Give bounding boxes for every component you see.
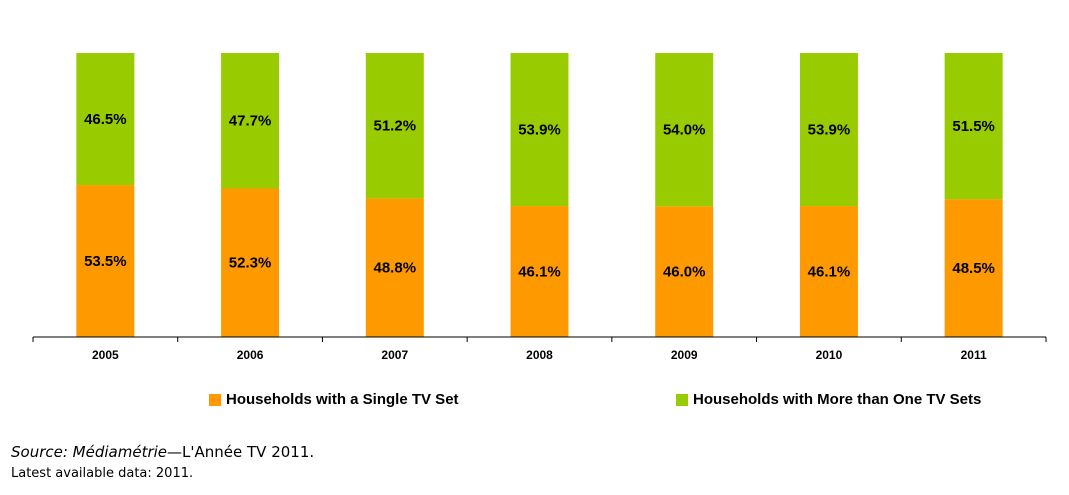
data-label-single-2006: 52.3% bbox=[229, 255, 272, 272]
data-label-single-2010: 46.1% bbox=[808, 264, 851, 281]
data-label-multiple-2010: 53.9% bbox=[808, 122, 851, 139]
data-label-single-2009: 46.0% bbox=[663, 264, 706, 281]
bar-single-2010 bbox=[799, 206, 858, 337]
chart: 53.5% 46.5% 52.3% 47.7% 48.8% 51.2% 46.1% 53.9%… bbox=[32, 53, 1047, 362]
ticks-layer: 2005 2006 2007 2008 2009 2010 2011 bbox=[32, 337, 1047, 362]
bars-layer: 53.5% 46.5% 52.3% 47.7% 48.8% 51.2% 46.1% 53.9%… bbox=[76, 53, 1003, 337]
x-tick-label-2005: 2005 bbox=[92, 348, 119, 362]
x-tick-label-2009: 2009 bbox=[671, 348, 698, 362]
source-line: Source: Médiamétrie—L'Année TV 2011. bbox=[11, 443, 314, 461]
bar-single-2008 bbox=[510, 206, 569, 337]
data-label-multiple-2008: 53.9% bbox=[518, 122, 561, 139]
bar-single-2009 bbox=[655, 206, 714, 337]
bar-single-2007 bbox=[365, 198, 424, 337]
bar-multiple-2006 bbox=[221, 53, 280, 189]
bar-single-2011 bbox=[944, 199, 1003, 337]
x-tick-label-2006: 2006 bbox=[237, 348, 264, 362]
bar-single-2006 bbox=[221, 188, 280, 337]
bar-multiple-2008 bbox=[510, 53, 569, 207]
data-label-multiple-2009: 54.0% bbox=[663, 122, 706, 139]
legend-label-single: Households with a Single TV Set bbox=[226, 391, 459, 408]
data-note: Latest available data: 2011. bbox=[11, 466, 194, 481]
x-tick-label-2007: 2007 bbox=[381, 348, 408, 362]
bar-multiple-2005 bbox=[76, 53, 135, 186]
bar-multiple-2007 bbox=[365, 53, 424, 199]
data-label-single-2007: 48.8% bbox=[374, 260, 417, 277]
bar-multiple-2009 bbox=[655, 53, 714, 207]
source-rest: —L'Année TV 2011. bbox=[167, 443, 315, 461]
bar-single-2005 bbox=[76, 185, 135, 337]
legend-label-multiple: Households with More than One TV Sets bbox=[693, 391, 982, 408]
data-label-single-2005: 53.5% bbox=[84, 253, 127, 270]
data-label-single-2011: 48.5% bbox=[952, 260, 995, 277]
source-org: Médiamétrie bbox=[72, 443, 168, 461]
x-tick-label-2011: 2011 bbox=[961, 348, 987, 362]
source-prefix: Source: bbox=[11, 443, 73, 461]
data-label-multiple-2011: 51.5% bbox=[952, 118, 995, 135]
legend-item-multiple: Households with More than One TV Sets bbox=[676, 391, 981, 408]
legend-swatch-single bbox=[209, 393, 221, 406]
bar-multiple-2010 bbox=[799, 53, 858, 207]
x-tick-label-2008: 2008 bbox=[526, 348, 553, 362]
x-tick-label-2010: 2010 bbox=[816, 348, 843, 362]
data-label-multiple-2007: 51.2% bbox=[374, 118, 417, 135]
legend-swatch-multiple bbox=[676, 393, 688, 406]
legend-item-single: Households with a Single TV Set bbox=[209, 391, 459, 408]
data-label-multiple-2005: 46.5% bbox=[84, 111, 127, 128]
data-label-single-2008: 46.1% bbox=[518, 264, 561, 281]
data-label-multiple-2006: 47.7% bbox=[229, 113, 272, 130]
bar-multiple-2011 bbox=[944, 53, 1003, 200]
